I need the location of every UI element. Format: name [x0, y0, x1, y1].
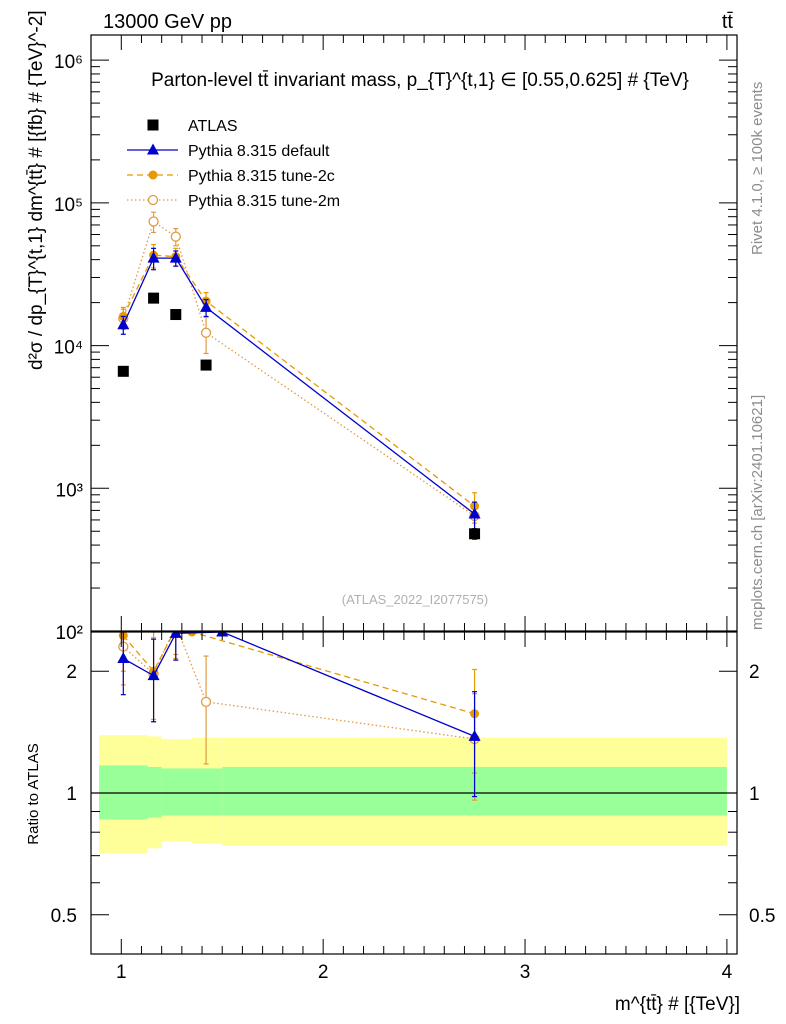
- y-axis-label: d²σ / dp_{T}^{t,1} dm^{tt̄} # [{fb} # {T…: [26, 10, 47, 370]
- main-data-layer: [117, 211, 481, 540]
- ratio-series-pythia-8-315-default: [117, 632, 481, 798]
- ratio-x-tick-label: 3: [520, 962, 531, 983]
- ratio-y-tick-label: 0.5: [51, 906, 77, 927]
- main-y-tick-label: 10⁴: [54, 338, 83, 359]
- main-y-tick-label: 10⁵: [54, 195, 83, 216]
- ratio-point: [200, 696, 212, 707]
- legend-label: Pythia 8.315 default: [188, 143, 330, 160]
- ratio-point: [147, 669, 160, 681]
- ratio-data-layer: [91, 621, 737, 854]
- legend-marker: [147, 143, 159, 155]
- ratio-point: [169, 632, 182, 638]
- uncertainty-band-green: [191, 768, 223, 816]
- ratio-y-tick-label: 2: [66, 662, 77, 683]
- main-point: [169, 251, 182, 263]
- ratio-series-line: [122, 632, 475, 715]
- main-point: [170, 231, 181, 242]
- main-y-tick-label: 10³: [56, 480, 83, 501]
- legend-marker: [147, 119, 159, 131]
- main-series-atlas: [117, 292, 481, 540]
- mcplots-label: mcplots.cern.ch [arXiv:2401.10621]: [749, 395, 766, 630]
- ratio-y-label: Ratio to ATLAS: [25, 743, 42, 844]
- main-panel: 10² 10³ 10⁴ 10⁵ 10⁶ Parton-level tt̄ invaria…: [26, 10, 738, 644]
- main-point: [117, 365, 129, 377]
- main-point: [117, 318, 130, 330]
- rivet-label: Rivet 4.1.0, ≥ 100k events: [749, 82, 766, 255]
- watermark: (ATLAS_2022_I2077575): [342, 592, 488, 607]
- header-left: 13000 GeV pp: [103, 11, 232, 33]
- legend-marker: [147, 194, 159, 206]
- legend: ATLAS Pythia 8.315 default Pythia 8.315 tu…: [127, 118, 340, 210]
- header-right: tt̄: [722, 11, 734, 33]
- main-point: [469, 528, 481, 540]
- legend-entry: Pythia 8.315 tune-2c: [127, 168, 335, 185]
- ratio-y-tick-label: 1: [66, 784, 77, 805]
- main-y-tick-label: 10⁶: [54, 52, 83, 73]
- chart-title: Parton-level tt̄ invariant mass, p_{T}^{…: [151, 70, 689, 91]
- ratio-y-tick-label-right: 0.5: [749, 906, 775, 927]
- ratio-panel: 1 2 3 4 0.5 0.5 1 1 2 2 Ratio to ATLAS m^{tt̄} # …: [25, 621, 775, 1015]
- ratio-y-tick-label-right: 2: [749, 662, 760, 683]
- uncertainty-band-green: [161, 768, 192, 816]
- ratio-x-tick-label: 2: [318, 962, 329, 983]
- main-point: [200, 300, 213, 312]
- main-series-pythia-8-315-default: [117, 247, 481, 530]
- main-y-tick-label: 10²: [56, 623, 83, 644]
- legend-entry: Pythia 8.315 default: [127, 143, 330, 160]
- main-frame: [90, 34, 738, 632]
- ratio-axes: 1 2 3 4 0.5 0.5 1 1 2 2: [51, 632, 775, 983]
- ratio-point: [468, 729, 481, 741]
- ratio-y-tick-label-right: 1: [749, 784, 760, 805]
- main-series-pythia-8-315-tune-2c: [118, 243, 480, 524]
- main-series-line: [122, 257, 475, 515]
- main-axes: 10² 10³ 10⁴ 10⁵ 10⁶: [54, 35, 737, 644]
- legend-label: ATLAS: [188, 118, 238, 135]
- main-point: [468, 507, 481, 519]
- main-point: [200, 359, 212, 371]
- legend-marker: [148, 170, 158, 180]
- main-point: [147, 251, 160, 263]
- main-point: [200, 327, 212, 338]
- main-point: [148, 292, 160, 304]
- x-axis-label: m^{tt̄} # [{TeV}]: [615, 994, 740, 1015]
- legend-entry: ATLAS: [147, 118, 238, 135]
- legend-label: Pythia 8.315 tune-2c: [188, 168, 335, 185]
- ratio-x-tick-label: 1: [116, 962, 127, 983]
- uncertainty-band-green: [147, 766, 162, 818]
- ratio-x-tick-label: 4: [722, 962, 733, 983]
- legend-entry: Pythia 8.315 tune-2m: [127, 193, 340, 210]
- main-series-line: [122, 254, 475, 507]
- legend-label: Pythia 8.315 tune-2m: [188, 193, 340, 210]
- main-point: [170, 309, 182, 321]
- main-point: [148, 216, 159, 227]
- ratio-point: [171, 621, 180, 630]
- ratio-point: [117, 652, 130, 664]
